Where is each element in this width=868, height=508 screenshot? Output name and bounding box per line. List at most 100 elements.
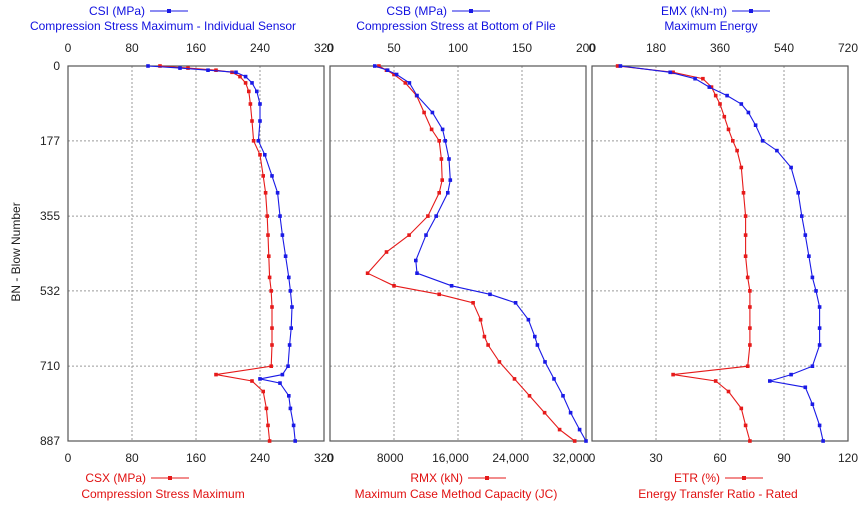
panel-2-frame [329, 65, 587, 442]
panel-2-bottom-tick-label: 8000 [377, 451, 404, 465]
panel-2-red-data-point [482, 334, 487, 339]
panel-2-blue-data-point [385, 68, 390, 72]
panel-1-blue-data-point [263, 153, 267, 157]
panel-1-top-tick-label: 320 [314, 41, 334, 55]
panel-3-red-data-point [709, 85, 714, 89]
panel-2-red-data-point [512, 377, 517, 381]
panel-1-top-title: CSI (MPa) [89, 4, 145, 18]
panel-3-red-data-point [748, 343, 752, 347]
y-tick-label: 887 [40, 434, 60, 448]
panel-3-blue-data-point [814, 289, 818, 293]
panel-1-top-tick-label: 80 [125, 41, 139, 55]
panel-1-blue-data-point [280, 233, 285, 237]
panel-2-bottom-tick-label: 32,000 [553, 451, 590, 465]
panel-1-red-data-point [158, 64, 162, 68]
panel-2-blue-data-point [407, 81, 412, 85]
panel-1-blue-data-point [243, 74, 248, 79]
panel-2-blue-data-point [535, 343, 540, 347]
panel-3-red-data-point [745, 275, 750, 280]
panel-2-top-title: CSB (MPa) [386, 4, 447, 18]
panel-3-blue-data-point [817, 423, 822, 428]
panel-3-red-data-point [615, 64, 620, 68]
panel-3-bottom-tick-label: 90 [777, 451, 791, 465]
panel-1-red-data-point [248, 102, 253, 106]
panel-3-red-data-point [743, 423, 748, 428]
panel-3-top-title: EMX (kN-m) [661, 4, 727, 18]
panel-1-blue-data-point [178, 66, 182, 70]
panel-2-red-data-point [377, 64, 381, 68]
panel-1-blue-data-point [206, 68, 210, 72]
panel-3-red-data-point [671, 70, 675, 75]
panel-2-red-data-point [392, 284, 396, 288]
panel-2-top-tick-label: 100 [448, 41, 468, 55]
panel-1-top-tick-label: 160 [186, 41, 206, 55]
panel-1-bottom-tick-label: 240 [250, 451, 270, 465]
panel-2-blue-data-point [552, 377, 556, 381]
panel-2-blue-data-point [434, 214, 438, 218]
panel-1-red-data-point [247, 89, 251, 94]
panel-2-blue-data-point [414, 258, 418, 263]
panel-1-red-data-point [264, 406, 269, 411]
panel-1-red-data-point [250, 379, 254, 383]
panel-1-blue-data-point [286, 364, 290, 368]
y-axis-label: BN - Blow Number [9, 202, 23, 301]
panel-3-top-tick-label: 720 [838, 41, 858, 55]
panel-2-top-tick-label: 150 [512, 41, 532, 55]
panel-1-blue-data-point [270, 174, 274, 178]
panel-2-blue-data-point [488, 292, 492, 297]
panel-3-blue-data-point [817, 305, 822, 309]
panel-2-blue-data-point [373, 64, 377, 68]
panel-1-blue-data-point [258, 119, 262, 123]
panel-1-red-data-point [214, 372, 218, 377]
y-tick-label: 710 [40, 359, 60, 373]
panel-3-red-data-point [743, 233, 748, 237]
panel-3-blue-data-point [775, 148, 779, 153]
panel-2-red-data-point [471, 301, 475, 305]
panel-1-blue-data-point [290, 305, 294, 309]
panel-3-red-data-point [743, 254, 748, 258]
panel-1-bottom-legend-marker [151, 476, 189, 480]
panel-1-blue-data-point [258, 102, 262, 106]
panel-2-blue-data-point [533, 334, 537, 339]
panel-1-blue-data-point [291, 423, 296, 428]
panel-1-bottom-subtitle: Compression Stress Maximum [81, 487, 244, 501]
panel-2-bottom-tick-label: 0 [327, 451, 334, 465]
panel-3-blue-data-point [618, 64, 623, 68]
panel-1-red-series-line [159, 65, 273, 442]
panel-2-red-data-point [572, 439, 577, 443]
panel-2-blue-data-point [424, 233, 428, 237]
panel-2-top-tick-label: 200 [576, 41, 596, 55]
panel-3-red-data-point [748, 439, 752, 443]
panel-3-red-data-point [748, 305, 752, 309]
panel-3-top-tick-label: 360 [710, 41, 730, 55]
panel-2-blue-data-point [568, 410, 573, 415]
panel-3-red-data-point [745, 364, 750, 368]
panel-3-red-data-point [739, 165, 744, 170]
panel-3-bottom-title: ETR (%) [674, 471, 720, 485]
panel-1-red-data-point [269, 289, 273, 293]
panel-3-red-data-point [748, 289, 752, 293]
panel-2-blue-data-point [448, 178, 453, 182]
panel-3-red-data-point [726, 389, 731, 394]
panel-1-blue-data-point [250, 81, 254, 85]
y-tick-label: 177 [40, 134, 60, 148]
panel-1-red-data-point [261, 389, 265, 394]
panel-1-top-tick-label: 0 [65, 41, 72, 55]
panel-3-blue-data-point [817, 326, 822, 330]
panel-2-red-data-point [407, 233, 411, 237]
panel-2-blue-data-point [584, 439, 588, 443]
panel-3-blue-data-point [739, 102, 744, 106]
panel-2-blue-data-point [440, 127, 445, 132]
panel-3-blue-data-point [810, 402, 815, 406]
panel-1-red-data-point [267, 275, 272, 280]
panel-1-bottom-title: CSX (MPa) [85, 471, 146, 485]
panel-2-red-data-point [486, 343, 490, 347]
panel-1-red-data-point [270, 305, 274, 309]
panel-1-blue-data-point [255, 89, 259, 94]
panel-3-bottom-tick-label: 30 [649, 451, 663, 465]
panel-2-red-data-point [422, 110, 426, 115]
panel-2-red-data-point [403, 81, 408, 85]
panel-3-red-data-point [735, 148, 739, 153]
panel-1-frame [67, 65, 325, 442]
panel-3-blue-data-point [810, 364, 815, 368]
